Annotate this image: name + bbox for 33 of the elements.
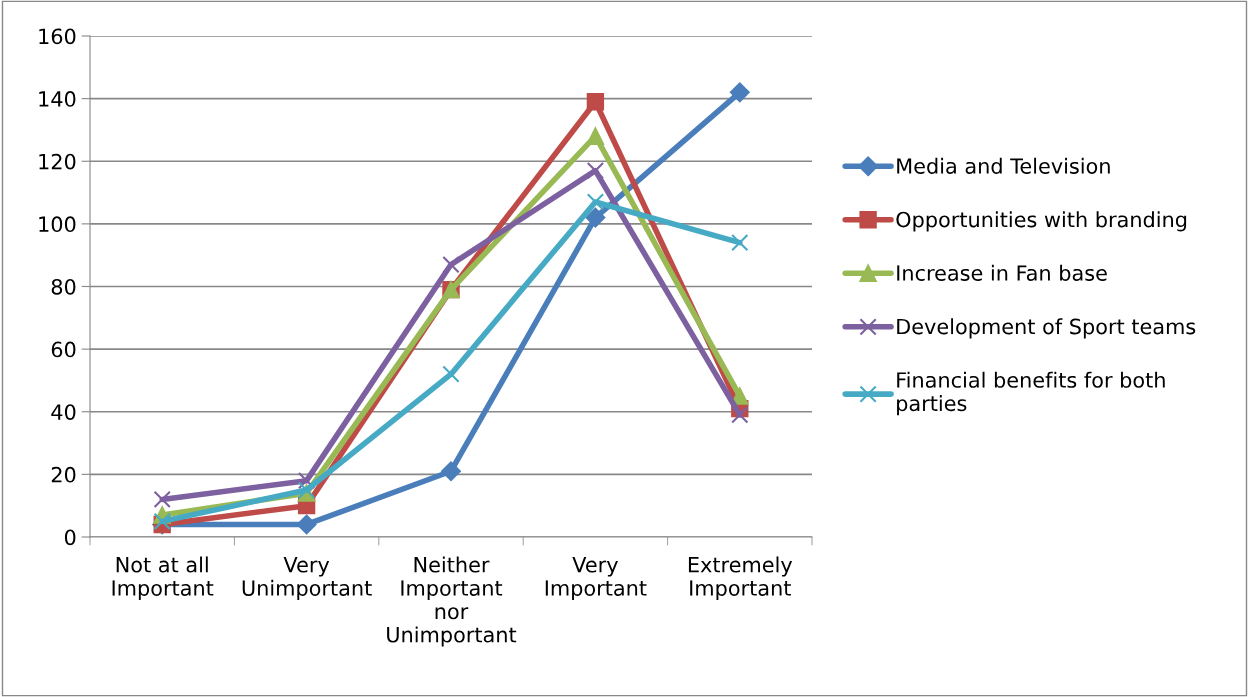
y-tick-label: 0 <box>64 529 76 546</box>
point <box>586 93 605 111</box>
x-tick-label: Very Important <box>545 557 647 600</box>
point <box>586 161 605 180</box>
y-tick-label: 60 <box>51 341 76 358</box>
y-tick-label: 40 <box>51 404 76 420</box>
point <box>297 471 316 490</box>
y-tick-label: 140 <box>39 91 76 107</box>
y-tick-label: 20 <box>51 466 76 483</box>
point <box>729 82 750 103</box>
point <box>153 490 171 509</box>
point <box>586 193 605 211</box>
point <box>731 406 749 424</box>
point <box>442 365 460 383</box>
point <box>442 255 460 274</box>
legend-label: Media and Television <box>897 157 1110 174</box>
y-tick-label: 120 <box>39 153 76 170</box>
legend-label: Financial benefits for both parties <box>897 371 1165 416</box>
y-tick-label: 100 <box>39 216 76 233</box>
legend-label: Increase in Fan base <box>897 264 1107 281</box>
point <box>586 127 605 145</box>
point <box>441 461 461 482</box>
x-tick-label: Not at all Important <box>112 556 214 600</box>
point <box>296 514 317 535</box>
legend-label: Opportunities with branding <box>896 211 1187 232</box>
x-tick-label: Neither Important nor Unimportant <box>387 556 517 647</box>
point <box>585 207 606 228</box>
point <box>731 233 749 252</box>
y-tick-label: 160 <box>39 28 76 45</box>
legend-label: Development of Sport teams <box>897 318 1196 339</box>
x-tick-label: Extremely Important <box>688 556 793 600</box>
x-tick-label: Very Unimportant <box>242 557 372 600</box>
y-tick-label: 80 <box>51 278 76 295</box>
